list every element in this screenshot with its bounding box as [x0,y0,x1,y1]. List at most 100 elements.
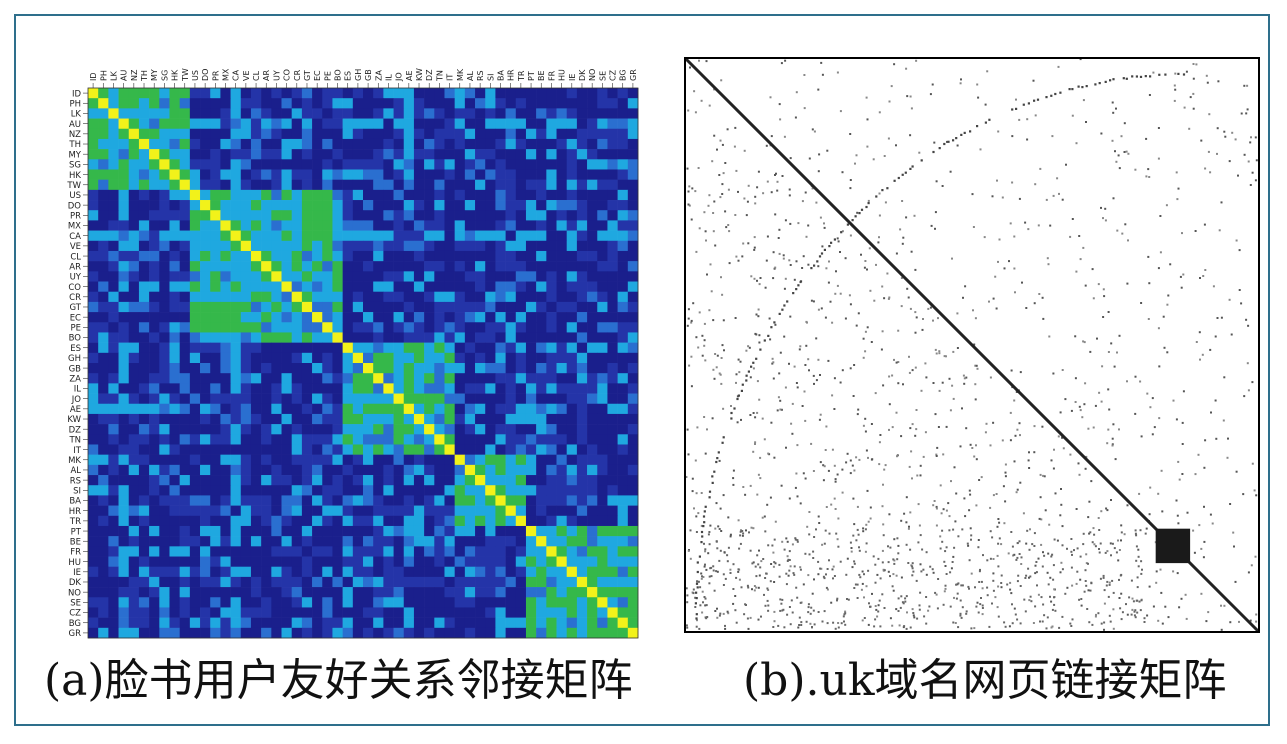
heatmap-cell [515,413,527,425]
heatmap-cell [546,149,557,160]
link-dot [1182,273,1185,276]
heatmap-cell [312,98,323,109]
heatmap-cell [240,536,252,547]
heatmap-cell [444,352,455,364]
heatmap-cell [454,546,466,557]
link-dot [811,187,814,190]
heatmap-cell [240,322,252,333]
link-dot [777,396,780,399]
heatmap-cell [403,424,415,435]
link-dot [1030,600,1033,603]
link-dot [749,484,752,487]
link-dot [1197,453,1200,456]
heatmap-cell [444,617,455,629]
heatmap-cell [352,464,364,476]
link-dot [761,516,764,519]
link-dot [1134,616,1137,619]
link-dot [689,529,692,532]
heatmap-cell [230,250,242,262]
link-dot [1087,427,1090,430]
heatmap-cell [424,485,435,496]
heatmap-cell [250,332,262,343]
heatmap-cell [281,322,293,333]
link-dot [937,426,940,428]
heatmap-cell [250,383,262,394]
heatmap-cell [607,189,618,201]
heatmap-cell [627,189,639,201]
heatmap-cell [108,485,119,496]
link-dot [1016,556,1019,559]
heatmap-cell [200,505,211,517]
link-dot [1078,405,1081,408]
link-dot [1194,473,1197,476]
heatmap-cell [189,128,201,140]
heatmap-cell [576,312,588,323]
heatmap-cell [240,576,252,588]
heatmap-cell [200,88,211,99]
link-dot [792,572,795,575]
link-dot [1243,153,1246,156]
link-dot [765,572,768,575]
heatmap-cell [576,179,588,191]
heatmap-cell [576,230,588,242]
link-dot [913,214,916,217]
heatmap-cell [149,312,160,323]
heatmap-cell [515,138,527,150]
link-dot [1220,201,1223,204]
heatmap-cell [475,424,486,435]
heatmap-cell [332,159,343,170]
heatmap-cell [322,413,333,425]
heatmap-cell [149,261,160,272]
heatmap-cell [271,373,282,384]
link-dot [721,441,724,444]
link-dot [1016,618,1019,621]
link-dot [1176,198,1179,201]
link-dot [819,413,822,416]
link-dot [819,567,822,570]
heatmap-cell [617,98,629,109]
link-dot [925,622,928,625]
heatmap-cell [587,617,598,629]
heatmap-cell [108,138,119,150]
heatmap-cell [515,393,527,405]
heatmap-cell [556,108,568,119]
heatmap-cell [607,607,618,618]
link-dot [1245,112,1248,115]
link-dot [755,586,758,589]
heatmap-cell [546,373,557,384]
link-dot [1111,101,1114,104]
heatmap-cell [546,627,557,639]
link-dot [865,542,868,545]
heatmap-cell [617,322,629,333]
heatmap-cell [607,98,618,109]
heatmap-cell [607,169,618,180]
link-dot [886,187,889,190]
link-dot [1027,102,1030,105]
heatmap-cell [454,342,466,354]
heatmap-cell [88,230,99,242]
heatmap-cell [159,200,170,211]
row-label: IL [74,385,82,395]
heatmap-cell [88,342,99,354]
link-dot [975,605,978,608]
heatmap-cell [271,210,282,221]
heatmap-cell [88,607,99,618]
link-dot [799,502,802,505]
heatmap-cell [322,149,333,160]
heatmap-cell [566,200,578,211]
heatmap-cell [536,322,547,333]
heatmap-cell [515,230,527,242]
heatmap-cell [536,271,547,282]
link-dot [1060,503,1063,506]
link-dot [1082,246,1085,249]
heatmap-cell [587,352,598,364]
heatmap-cell [271,617,282,629]
heatmap-cell [617,149,629,160]
link-dot [1238,620,1240,623]
link-dot [1204,439,1207,442]
heatmap-cell [607,281,618,293]
link-dot [722,172,725,175]
link-dot [818,153,821,156]
link-dot [1033,99,1036,102]
heatmap-cell [281,627,293,639]
